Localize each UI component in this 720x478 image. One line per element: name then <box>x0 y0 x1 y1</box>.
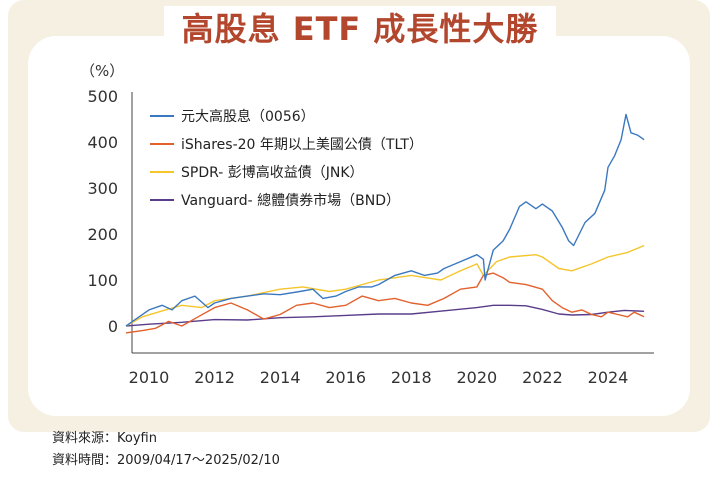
legend-label: Vanguard- 總體債券市場（BND） <box>181 192 400 209</box>
y-tick-label: 300 <box>87 179 118 198</box>
x-tick-label: 2016 <box>325 368 366 387</box>
legend: 元大高股息（0056） iShares-20 年期以上美國公債（TLT） SPDR-… <box>150 108 423 209</box>
x-tick-label: 2014 <box>260 368 301 387</box>
y-tick-label: 100 <box>87 271 118 290</box>
x-tick-label: 2022 <box>522 368 563 387</box>
legend-label: SPDR- 彭博高收益債（JNK） <box>181 164 364 181</box>
y-tick-label: 500 <box>87 87 118 106</box>
y-tick-label: 400 <box>87 133 118 152</box>
x-axis-ticks: 2010 2012 2014 2016 2018 2020 2022 2024 <box>129 368 629 387</box>
x-tick-label: 2018 <box>391 368 432 387</box>
x-tick-label: 2024 <box>588 368 629 387</box>
period-note: 資料時間：2009/04/17～2025/02/10 <box>52 453 280 468</box>
x-tick-label: 2020 <box>456 368 497 387</box>
x-tick-label: 2012 <box>194 368 235 387</box>
footer: 資料來源：Koyfin 資料時間：2009/04/17～2025/02/10 <box>52 428 280 472</box>
y-tick-label: 200 <box>87 225 118 244</box>
title-wrap: 高股息 ETF 成長性大勝 <box>0 0 720 52</box>
series-line <box>125 272 645 334</box>
y-tick-label: 0 <box>108 317 118 336</box>
y-axis-label: （%） <box>80 62 124 80</box>
series-lines <box>125 113 645 334</box>
chart-title: 高股息 ETF 成長性大勝 <box>163 6 557 52</box>
x-tick-label: 2010 <box>129 368 170 387</box>
series-line <box>125 304 645 327</box>
source-note: 資料來源：Koyfin <box>52 431 157 446</box>
legend-label: 元大高股息（0056） <box>181 108 315 125</box>
series-line <box>125 113 645 327</box>
y-axis-ticks: 0 100 200 300 400 500 <box>87 87 118 336</box>
legend-label: iShares-20 年期以上美國公債（TLT） <box>181 137 423 153</box>
